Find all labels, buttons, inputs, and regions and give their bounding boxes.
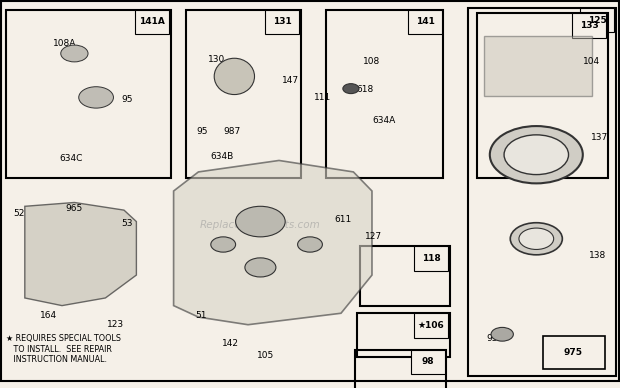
Text: 142: 142 [222,340,239,348]
Bar [477,13,608,178]
Text: 611: 611 [335,215,352,224]
Bar [572,13,606,38]
Text: 131: 131 [273,17,292,26]
Text: ReplacementParts.com: ReplacementParts.com [200,220,321,230]
Text: 52: 52 [14,210,25,218]
Circle shape [504,135,569,175]
Circle shape [245,258,276,277]
Text: 108A: 108A [53,40,76,48]
Text: 133: 133 [580,21,599,30]
Text: 141: 141 [415,17,435,26]
Bar [326,10,443,178]
Bar [355,350,446,388]
Circle shape [298,237,322,252]
Text: 53: 53 [122,219,133,228]
Text: 118: 118 [422,254,441,263]
Text: 123: 123 [107,320,124,329]
Text: 634A: 634A [372,116,396,125]
Bar [414,246,448,271]
Circle shape [61,45,88,62]
Circle shape [491,327,513,341]
Text: 634C: 634C [59,154,82,163]
Text: ★106: ★106 [418,321,445,330]
Polygon shape [174,161,372,325]
Text: 137: 137 [591,133,608,142]
Text: 141A: 141A [140,17,165,26]
Text: 111: 111 [314,93,331,102]
Text: 127: 127 [365,232,382,241]
Bar [580,8,614,33]
Text: 51: 51 [195,311,207,320]
Bar [484,36,592,95]
Text: 125: 125 [588,16,607,24]
Bar [6,10,170,178]
Text: 634B: 634B [211,152,234,161]
Text: 104: 104 [583,57,600,66]
Text: 164: 164 [40,311,58,320]
Text: 618: 618 [356,85,374,94]
Text: 98: 98 [422,357,435,367]
Circle shape [510,223,562,255]
Text: 108: 108 [363,57,380,66]
Text: 130: 130 [208,55,225,64]
Text: 987: 987 [223,127,241,136]
Circle shape [236,206,285,237]
Bar [186,10,301,178]
Text: 965: 965 [65,204,82,213]
Text: 975: 975 [564,348,583,357]
Ellipse shape [215,58,255,95]
Circle shape [211,237,236,252]
Bar [265,10,299,35]
Text: 95: 95 [121,95,133,104]
Text: 95: 95 [196,127,208,136]
Text: 105: 105 [257,351,275,360]
Bar [356,313,450,357]
Circle shape [343,84,359,94]
Bar [135,10,169,35]
Text: 138: 138 [589,251,606,260]
Circle shape [490,126,583,184]
Text: 955: 955 [487,334,504,343]
Text: 147: 147 [282,76,299,85]
Bar [360,246,450,306]
Bar [408,10,442,35]
Circle shape [519,228,554,249]
Bar [411,350,445,374]
Bar [414,313,448,338]
Bar [542,336,604,369]
Polygon shape [25,203,136,306]
Circle shape [79,87,113,108]
Bar [468,8,616,376]
Text: ★ REQUIRES SPECIAL TOOLS
   TO INSTALL.  SEE REPAIR
   INSTRUCTION MANUAL.: ★ REQUIRES SPECIAL TOOLS TO INSTALL. SEE… [6,334,121,364]
